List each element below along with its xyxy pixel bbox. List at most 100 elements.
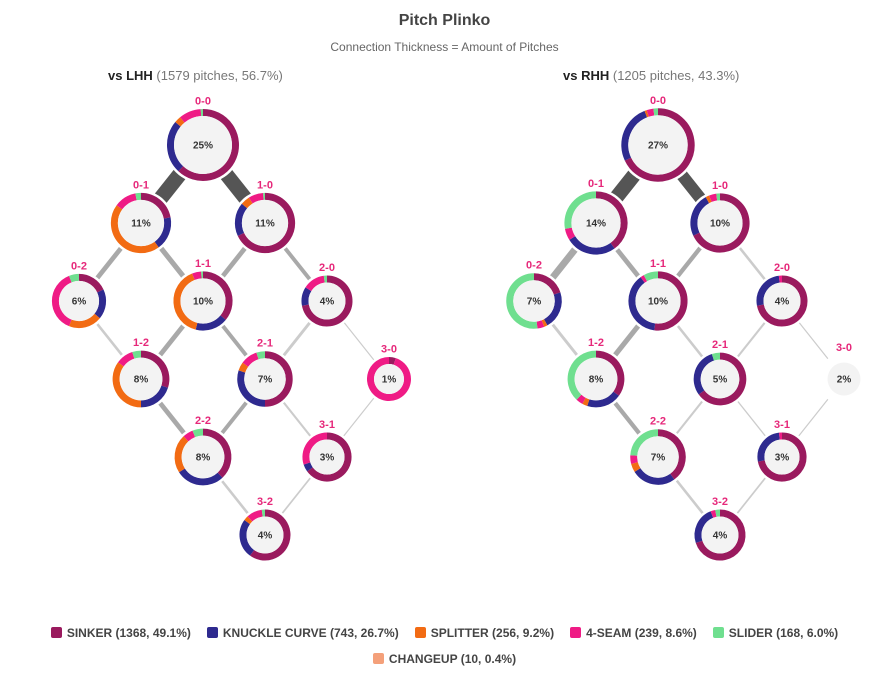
count-label: 2-1 (257, 338, 273, 350)
count-node-2-0: 4% 2-0 (754, 262, 810, 329)
donut-slice-sinker (140, 350, 170, 388)
legend-item-changeup[interactable]: CHANGEUP (10, 0.4%) (372, 652, 516, 666)
donut-slice-knuckle-curve (140, 385, 169, 408)
count-node-3-0: 2% 3-0 (818, 342, 870, 405)
panel-title-rhh: vs RHH (1205 pitches, 43.3%) (563, 68, 739, 83)
count-label: 1-0 (712, 180, 728, 192)
donut-slice-splitter (173, 273, 198, 330)
count-label: 2-0 (774, 262, 790, 274)
legend: SINKER (1368, 49.1%) KNUCKLE CURVE (743, … (0, 626, 889, 640)
count-node-2-2: 8% 2-2 (172, 415, 234, 488)
node-percent-label: 10% (710, 219, 730, 230)
node-center (628, 115, 688, 175)
node-center (246, 516, 284, 554)
donut-slice-slider (567, 350, 597, 400)
node-percent-label: 4% (713, 531, 728, 542)
node-center (117, 199, 165, 247)
donut-slice-sinker (533, 273, 561, 295)
donut-slice-knuckle-curve (621, 110, 648, 161)
legend-label: KNUCKLE CURVE (743, 26.7%) (222, 626, 399, 640)
donut-slice-4-seam (242, 352, 259, 368)
donut-slice-splitter (175, 117, 185, 127)
legend-item-splitter[interactable]: SPLITTER (256, 9.2%) (414, 626, 554, 640)
donut-slice-splitter (631, 462, 641, 472)
count-label: 1-2 (133, 337, 149, 349)
donut-slice-sinker (756, 275, 808, 327)
node-percent-label: 4% (775, 297, 790, 308)
count-node-3-2: 4% 3-2 (692, 496, 748, 563)
donut-slice-4-seam (564, 227, 576, 240)
node-percent-label: 11% (255, 219, 275, 230)
panel-lhh: 25% 0-0 11% 0-1 11% 1-0 6% 0-2 10% 1-1 4% 2-0 8% 1-2 7… (49, 96, 414, 563)
panel-title-lhh: vs LHH (1579 pitches, 56.7%) (108, 68, 283, 83)
donut-slice-sinker (202, 428, 232, 478)
node-percent-label: 7% (258, 375, 273, 386)
legend-swatch (712, 627, 724, 638)
panel-detail: (1205 pitches, 43.3%) (612, 68, 740, 83)
count-label: 3-0 (836, 342, 852, 354)
donut-slice-knuckle-curve (757, 432, 781, 462)
legend-label: 4-SEAM (239, 8.6%) (586, 626, 697, 640)
donut-slice-knuckle-curve (543, 292, 562, 326)
donut-slice-knuckle-curve (587, 391, 619, 408)
node-percent-label: 6% (72, 297, 87, 308)
donut-slice-knuckle-curve (239, 520, 255, 556)
node-percent-label: 27% (648, 141, 668, 152)
node-center (513, 280, 555, 322)
donut-slice-slider (256, 351, 266, 360)
count-node-0-2: 7% 0-2 (503, 260, 565, 332)
plinko-plot: 25% 0-0 11% 0-1 11% 1-0 6% 0-2 10% 1-1 4% 2-0 8% 1-2 7… (49, 94, 870, 563)
donut-slice-splitter (582, 397, 590, 407)
count-label: 0-0 (650, 95, 666, 107)
chart-title: Pitch Plinko (398, 12, 491, 29)
count-label: 2-0 (319, 262, 335, 274)
donut-slice-4-seam (640, 275, 648, 283)
donut-slice-splitter (238, 362, 249, 373)
node-percent-label: 4% (258, 531, 273, 542)
donut-slice-4-seam (367, 357, 411, 401)
donut-slice-sinker (757, 432, 807, 482)
node-center (827, 362, 861, 396)
count-node-2-2: 7% 2-2 (627, 416, 689, 488)
count-label: 2-2 (650, 416, 666, 428)
donut-slice-splitter (644, 110, 649, 118)
legend-item-4-seam[interactable]: 4-SEAM (239, 8.6%) (570, 626, 697, 640)
donut-slice-4-seam (630, 455, 638, 464)
count-label: 0-2 (526, 260, 542, 272)
donut-slice-sinker (695, 509, 746, 561)
legend-item-sinker[interactable]: SINKER (1368, 49.1%) (50, 626, 191, 640)
node-percent-label: 10% (648, 297, 668, 308)
node-percent-label: 4% (320, 297, 335, 308)
count-label: 3-1 (319, 419, 335, 431)
node-percent-label: 8% (196, 453, 211, 464)
node-percent-label: 3% (775, 453, 790, 464)
donut-slice-slider (192, 428, 204, 438)
donut-slice-knuckle-curve (756, 275, 780, 306)
donut-slice-4-seam (536, 320, 545, 329)
legend-item-knuckle-curve[interactable]: KNUCKLE CURVE (743, 26.7%) (206, 626, 399, 640)
donut-slice-4-seam (305, 275, 325, 292)
node-percent-label: 25% (193, 141, 213, 152)
count-node-3-1: 3% 3-1 (299, 419, 355, 485)
node-center (241, 199, 289, 247)
legend-item-slider[interactable]: SLIDER (168, 6.0%) (712, 626, 838, 640)
count-label: 2-2 (195, 415, 211, 427)
donut-slice-sinker (654, 271, 688, 331)
node-center (635, 278, 681, 324)
donut-slice-slider (711, 352, 721, 361)
donut-slice-sinker (595, 350, 625, 396)
node-center (180, 278, 226, 324)
donut-slice-splitter (69, 313, 100, 329)
count-node-1-1: 10% 1-1 (625, 258, 691, 334)
donut-slice-sinker (307, 432, 352, 482)
donut-slice-knuckle-curve (634, 467, 675, 485)
count-label: 1-1 (195, 258, 211, 270)
donut-slice-sinker (624, 108, 695, 182)
node-percent-label: 7% (651, 453, 666, 464)
donut-slice-splitter (241, 197, 253, 209)
count-node-1-0: 10% 1-0 (687, 180, 753, 256)
count-label: 0-1 (588, 178, 604, 190)
count-node-3-0: 1% 3-0 (364, 344, 414, 404)
panel-detail: (1579 pitches, 56.7%) (156, 68, 283, 83)
donut-slice-knuckle-curve (690, 197, 710, 236)
